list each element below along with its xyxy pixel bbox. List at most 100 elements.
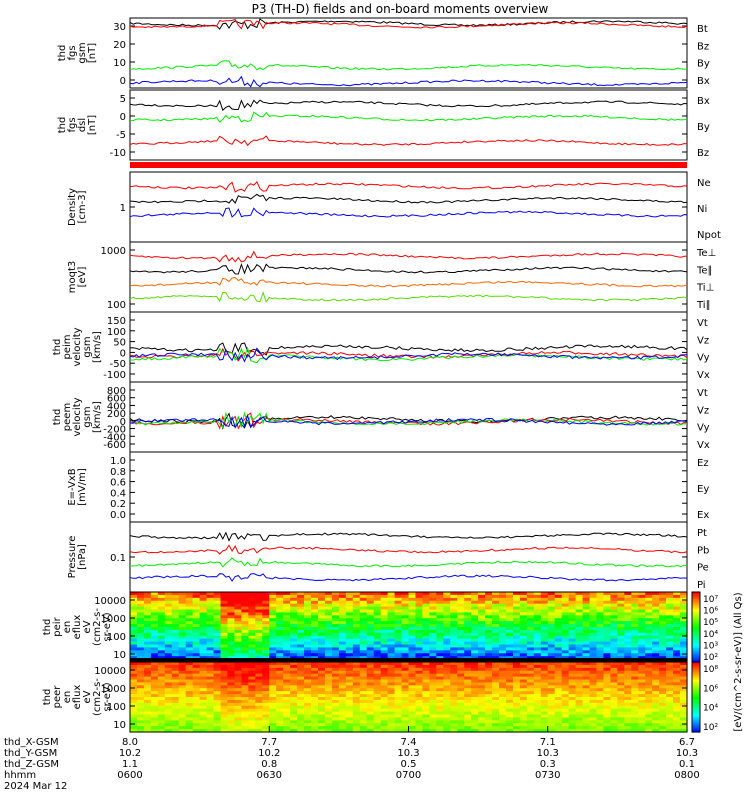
- heatmap-cell: [150, 594, 159, 599]
- heatmap-cell: [547, 592, 556, 596]
- heatmap-cell: [304, 714, 312, 719]
- heatmap-cell: [652, 632, 660, 637]
- heatmap-cell: [471, 670, 479, 675]
- colorbar-cell: [692, 656, 700, 660]
- heatmap-cell: [311, 641, 319, 646]
- heatmap-cell: [366, 615, 375, 619]
- heatmap-cell: [297, 720, 305, 724]
- heatmap-cell: [241, 656, 249, 660]
- heatmap-cell: [164, 612, 173, 616]
- heatmap-cell: [485, 612, 493, 616]
- heatmap-cell: [227, 653, 236, 657]
- heatmap-cell: [582, 644, 591, 649]
- heatmap-cell: [317, 673, 326, 678]
- colorbar-cell: [692, 597, 700, 600]
- heatmap-cell: [359, 708, 368, 713]
- heatmap-cell: [220, 624, 229, 628]
- heatmap-cell: [331, 685, 340, 689]
- heatmap-cell: [283, 702, 291, 707]
- heatmap-cell: [429, 621, 437, 625]
- heatmap-cell: [540, 688, 549, 692]
- heatmap-cell: [603, 676, 612, 681]
- heatmap-cell: [241, 621, 249, 625]
- colorbar-cell: [692, 695, 700, 698]
- heatmap-cell: [457, 688, 465, 692]
- heatmap-cell: [185, 708, 194, 713]
- heatmap-cell: [645, 729, 653, 733]
- heatmap-cell: [666, 609, 674, 614]
- heatmap-cell: [352, 627, 361, 631]
- heatmap-cell: [512, 699, 521, 704]
- heatmap-cell: [317, 618, 326, 622]
- heatmap-cell: [269, 688, 277, 692]
- heatmap-cell: [380, 635, 389, 640]
- heatmap-cell: [505, 685, 514, 689]
- heatmap-cell: [192, 621, 201, 625]
- heatmap-cell: [373, 685, 382, 689]
- heatmap-cell: [561, 670, 570, 675]
- heatmap-cell: [485, 650, 493, 654]
- heatmap-cell: [624, 714, 632, 719]
- heatmap-cell: [345, 720, 354, 724]
- heatmap-cell: [331, 600, 340, 605]
- heatmap-cell: [311, 644, 319, 649]
- heatmap-cell: [241, 682, 249, 686]
- heatmap-cell: [659, 621, 667, 625]
- heatmap-cell: [185, 702, 194, 707]
- heatmap-cell: [130, 592, 138, 596]
- heatmap-cell: [617, 708, 625, 713]
- heatmap-cell: [227, 720, 236, 724]
- heatmap-cell: [596, 632, 605, 637]
- heatmap-cell: [220, 603, 229, 608]
- spectrogram: [130, 662, 688, 733]
- heatmap-cell: [276, 621, 284, 625]
- heatmap-cell: [255, 705, 263, 710]
- heatmap-cell: [638, 600, 646, 605]
- heatmap-cell: [485, 597, 493, 602]
- heatmap-cell: [666, 592, 674, 596]
- heatmap-cell: [262, 662, 270, 666]
- heatmap-cell: [464, 662, 472, 666]
- heatmap-cell: [505, 600, 514, 605]
- heatmap-cell: [178, 644, 187, 649]
- heatmap-cell: [373, 656, 382, 660]
- heatmap-cell: [519, 635, 528, 640]
- heatmap-cell: [436, 621, 444, 625]
- heatmap-cell: [241, 664, 249, 669]
- heatmap-cell: [464, 624, 472, 628]
- heatmap-cell: [352, 641, 361, 646]
- heatmap-cell: [554, 726, 563, 730]
- heatmap-cell: [443, 702, 451, 707]
- heatmap-cell: [324, 705, 333, 710]
- heatmap-cell: [192, 673, 201, 678]
- heatmap-cell: [512, 632, 521, 637]
- heatmap-cell: [213, 624, 222, 628]
- heatmap-cell: [596, 699, 605, 704]
- heatmap-cell: [352, 688, 361, 692]
- heatmap-cell: [304, 618, 312, 622]
- heatmap-cell: [617, 699, 625, 704]
- heatmap-cell: [171, 720, 180, 724]
- heatmap-cell: [554, 638, 563, 643]
- heatmap-cell: [136, 627, 145, 631]
- heatmap-cell: [666, 612, 674, 616]
- heatmap-cell: [645, 676, 653, 681]
- heatmap-cell: [304, 627, 312, 631]
- heatmap-cell: [422, 714, 430, 719]
- heatmap-cell: [338, 673, 347, 678]
- heatmap-cell: [143, 629, 152, 634]
- heatmap-cell: [338, 662, 347, 666]
- heatmap-cell: [478, 662, 486, 666]
- heatmap-cell: [638, 714, 646, 719]
- heatmap-cell: [505, 676, 514, 681]
- heatmap-cell: [450, 711, 458, 716]
- heatmap-cell: [276, 597, 284, 602]
- heatmap-cell: [680, 699, 688, 704]
- heatmap-cell: [255, 685, 263, 689]
- heatmap-cell: [485, 641, 493, 646]
- heatmap-cell: [561, 697, 570, 701]
- y-axis-label-line: thd: [52, 339, 63, 356]
- heatmap-cell: [652, 609, 660, 614]
- heatmap-cell: [366, 592, 375, 596]
- heatmap-cell: [262, 714, 270, 719]
